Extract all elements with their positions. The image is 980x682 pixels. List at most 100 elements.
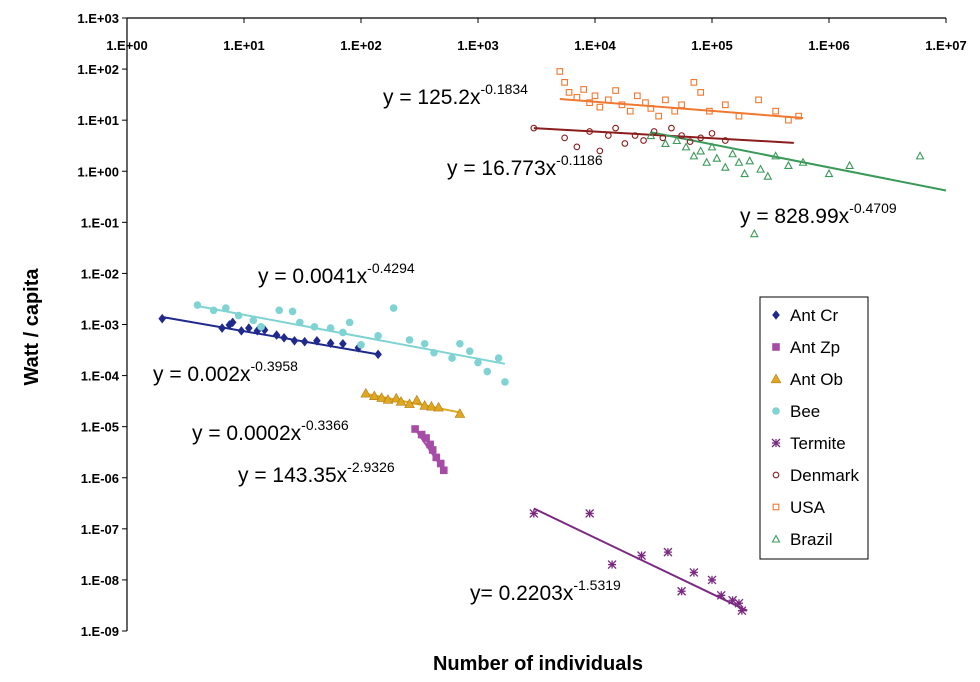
legend-marker (771, 438, 781, 448)
data-point (708, 130, 716, 137)
series-denmark (530, 124, 729, 155)
data-point (374, 332, 382, 340)
data-point (290, 335, 299, 346)
data-point (621, 140, 629, 147)
data-point (721, 137, 729, 144)
legend-item: Denmark (772, 466, 859, 485)
fit-equation: y = 143.35x-2.9326 (238, 459, 395, 487)
data-point (376, 392, 387, 402)
data-point (678, 132, 685, 139)
legend-label: Termite (790, 434, 846, 453)
data-point (690, 78, 698, 86)
y-tick-label: 1.E+01 (77, 113, 119, 128)
data-point (686, 138, 694, 145)
data-point (662, 96, 669, 104)
y-tick-label: 1.E-02 (81, 266, 119, 281)
y-tick-label: 1.E-09 (81, 624, 119, 639)
data-point (678, 101, 685, 109)
data-point (360, 387, 372, 398)
legend-marker (772, 407, 780, 415)
data-point (824, 168, 834, 178)
data-point (661, 138, 670, 148)
data-point (218, 323, 226, 333)
data-point (596, 147, 604, 155)
data-point (561, 78, 568, 86)
y-tick-label: 1.E-08 (81, 573, 119, 588)
data-point (697, 89, 705, 96)
fit-line (650, 131, 947, 192)
data-point (728, 149, 738, 158)
fit-line (197, 305, 506, 365)
data-point (689, 151, 699, 160)
legend-marker (772, 343, 780, 351)
data-point (310, 323, 319, 331)
data-point (561, 134, 568, 142)
data-point (326, 324, 335, 332)
data-point (249, 316, 258, 325)
legend-marker (772, 310, 780, 320)
data-point (237, 326, 246, 336)
data-point (454, 408, 466, 418)
data-point (720, 162, 730, 171)
data-point (697, 134, 705, 142)
legend-item: Ant Ob (770, 370, 843, 389)
data-point (637, 551, 647, 561)
data-point (607, 560, 617, 569)
legend-marker (771, 534, 781, 543)
data-point (647, 105, 655, 112)
legend-label: Bee (790, 402, 820, 421)
data-point (288, 307, 297, 316)
data-point (326, 338, 335, 349)
series-ant-zp (411, 425, 448, 475)
data-point (272, 330, 281, 340)
legend-item: Bee (772, 402, 820, 421)
series-brazil (646, 130, 925, 238)
data-point (702, 157, 712, 166)
data-point (734, 157, 744, 166)
fit-equations: y = 0.002x-0.3958 y = 143.35x-2.9326 y = 0… (153, 81, 897, 605)
data-point (411, 394, 423, 405)
data-points (158, 68, 925, 616)
axes: 1.E+03 1.E+02 1.E+01 1.E+00 1.E-01 1.E-02 1.E-… (77, 11, 966, 639)
data-point (734, 598, 744, 608)
data-point (257, 323, 265, 331)
data-point (411, 425, 419, 433)
data-point (456, 339, 464, 348)
data-point (707, 575, 717, 585)
data-point (612, 87, 619, 94)
data-point (655, 112, 663, 120)
data-point (369, 390, 380, 401)
data-point (728, 595, 738, 605)
fit-equation: y= 0.2203x-1.5319 (470, 577, 621, 605)
y-tick-label: 1.E+02 (77, 62, 119, 77)
data-point (585, 508, 595, 518)
data-point (439, 466, 448, 475)
data-point (465, 347, 474, 356)
data-point (633, 92, 641, 100)
data-point (280, 332, 288, 343)
data-point (707, 142, 717, 151)
series-termite (529, 508, 747, 616)
data-point (357, 341, 365, 349)
legend-item: USA (772, 498, 826, 517)
data-point (646, 130, 656, 140)
data-point (696, 146, 706, 155)
legend-label: Ant Ob (790, 370, 843, 389)
data-point (404, 398, 415, 408)
data-point (756, 164, 765, 173)
data-point (735, 112, 743, 120)
data-point (432, 453, 441, 462)
data-point (296, 318, 304, 327)
data-point (345, 318, 354, 327)
data-point (631, 132, 639, 139)
data-point (382, 394, 394, 404)
x-tick-label: 1.E+02 (340, 38, 382, 53)
data-point (671, 107, 679, 115)
y-tick-label: 1.E+03 (77, 11, 119, 26)
data-point (209, 306, 218, 315)
y-tick-label: 1.E-07 (81, 522, 119, 537)
data-point (677, 586, 687, 596)
data-point (716, 590, 726, 600)
series-usa (556, 68, 802, 124)
data-point (672, 135, 682, 145)
